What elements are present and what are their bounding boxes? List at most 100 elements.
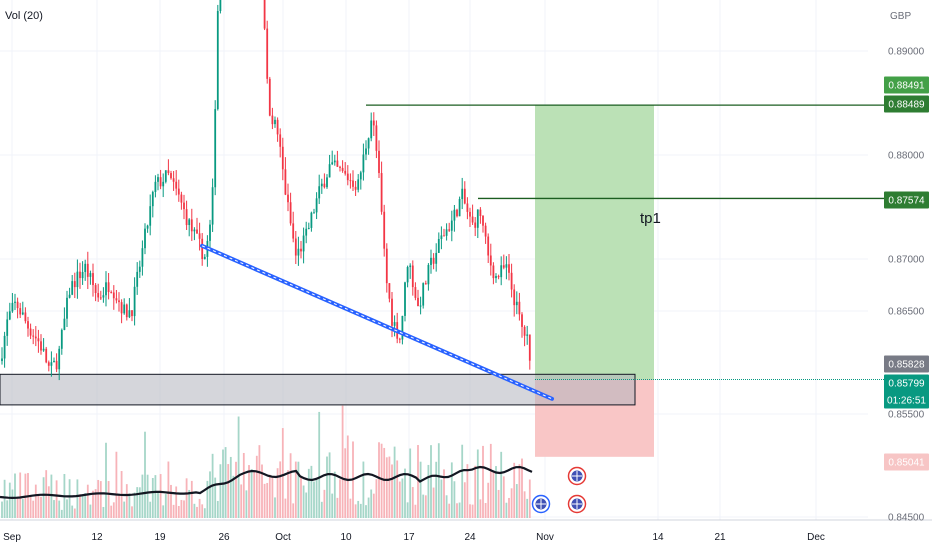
candle-body: [320, 183, 323, 187]
volume-bar: [97, 479, 100, 518]
tp1-annotation: tp1: [640, 210, 661, 227]
candle-body: [60, 329, 63, 349]
candle-body: [378, 150, 380, 174]
candle-body: [292, 223, 295, 239]
candle-body: [333, 160, 336, 163]
volume-bar: [518, 464, 521, 518]
candle-body: [68, 294, 71, 298]
x-tick-label: Dec: [807, 532, 825, 543]
x-tick-label: 12: [91, 532, 103, 543]
candle-body: [474, 222, 477, 228]
volume-bar: [479, 499, 482, 518]
volume-bar: [401, 478, 404, 518]
candle-body: [388, 283, 391, 299]
volume-bar: [424, 495, 427, 518]
candle-body: [476, 209, 479, 228]
candle-body: [344, 170, 347, 174]
volume-bar: [102, 506, 105, 518]
candle-body: [66, 297, 68, 319]
volume-bar: [300, 477, 302, 518]
candle-body: [112, 292, 115, 299]
candle-body: [367, 138, 370, 149]
volume-bar: [406, 502, 409, 518]
volume-bar: [47, 486, 50, 518]
volume-bar: [344, 448, 347, 518]
volume-bar: [107, 481, 110, 518]
candle-body: [492, 265, 495, 279]
volume-bar: [471, 504, 474, 518]
candle-body: [362, 154, 365, 173]
price-badge-label: 0.85041: [888, 458, 925, 469]
candle-body: [34, 336, 37, 339]
candle-body: [81, 272, 84, 279]
x-tick-label: 19: [154, 532, 166, 543]
volume-bar: [281, 428, 284, 518]
x-tick-label: Nov: [536, 532, 554, 543]
volume-bar: [229, 456, 232, 518]
volume-bar: [380, 443, 383, 518]
volume-bar: [284, 498, 287, 518]
candlesticks: [1, 0, 531, 381]
candle-body: [164, 170, 167, 182]
candle-body: [146, 225, 149, 229]
volume-bar: [58, 500, 61, 518]
candle-body: [107, 282, 110, 293]
candle-body: [307, 227, 310, 229]
volume-bar: [526, 498, 529, 518]
volume-bar: [463, 482, 466, 518]
candle-body: [79, 271, 81, 279]
currency-label: GBP: [890, 11, 911, 22]
volume-bar: [73, 508, 76, 518]
volume-bar: [466, 464, 469, 518]
volume-bar: [110, 505, 113, 518]
candle-body: [53, 360, 55, 363]
candle-body: [393, 322, 396, 326]
volume-bar: [515, 484, 518, 518]
volume-bar: [482, 445, 484, 518]
candle-body: [419, 305, 422, 307]
volume-bar: [385, 457, 388, 518]
candle-body: [203, 256, 206, 259]
candle-body: [518, 301, 521, 315]
candle-body: [190, 219, 193, 232]
volume-bar: [417, 445, 419, 518]
candle-body: [456, 209, 458, 217]
volume-bar: [513, 462, 516, 518]
candle-body: [487, 236, 490, 256]
candle-body: [380, 173, 383, 212]
y-tick-label: 0.87000: [888, 255, 925, 266]
volume-bar: [37, 494, 40, 518]
volume-bar: [521, 458, 523, 518]
candle-body: [346, 173, 349, 181]
volume-bar: [336, 497, 339, 518]
candle-body: [172, 178, 175, 182]
volume-bar: [6, 500, 9, 518]
candle-body: [86, 263, 89, 277]
volume-bar: [157, 492, 159, 518]
y-tick-label: 0.84500: [888, 513, 925, 524]
candle-body: [16, 301, 19, 309]
candle-body: [1, 358, 3, 362]
candle-body: [409, 265, 412, 268]
candle-body: [263, 0, 266, 29]
volume-bar: [474, 465, 477, 518]
chart-labels: Vol (20) GBP tp1: [5, 10, 911, 227]
price-badge-label: 0.85799: [888, 379, 925, 390]
volume-bar: [411, 487, 414, 518]
candle-body: [302, 235, 305, 252]
volume-bar: [235, 461, 237, 518]
candle-body: [443, 235, 445, 237]
volume-bar: [492, 470, 495, 518]
candle-body: [219, 0, 222, 11]
y-tick-label: 0.85500: [888, 410, 925, 421]
volume-bar: [149, 501, 152, 518]
candle-body: [188, 219, 191, 226]
candle-body: [177, 188, 180, 195]
candle-body: [45, 348, 48, 363]
candle-body: [453, 209, 456, 221]
volume-bar: [458, 502, 461, 518]
volume-bar: [414, 504, 417, 518]
candle-body: [323, 183, 326, 188]
volume-bars: [0, 405, 533, 518]
